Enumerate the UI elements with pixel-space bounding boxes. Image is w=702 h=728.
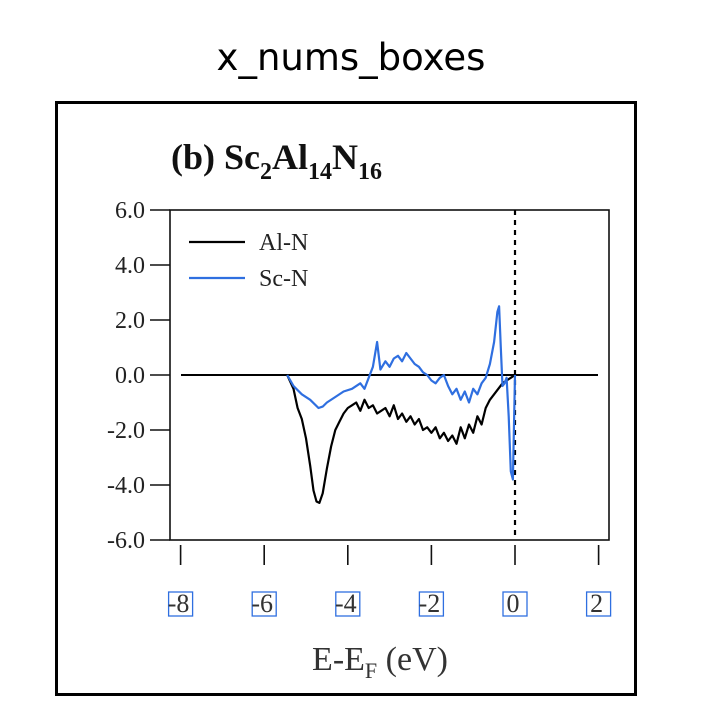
x-tick-label-box xyxy=(502,591,528,617)
legend-label-sc-n: Sc-N xyxy=(259,266,308,292)
y-tick-label: 4.0 xyxy=(115,253,145,279)
x-axis-label: E-EF (eV) xyxy=(312,641,448,683)
x-axis: -8 -6 -4 -2 0 2 xyxy=(167,545,612,618)
legend: Al-N Sc-N xyxy=(189,230,308,292)
x-tick-label: -8 xyxy=(168,589,190,618)
y-tick-label: -2.0 xyxy=(107,418,145,444)
series-al-n-line xyxy=(286,374,516,504)
y-tick-label: 2.0 xyxy=(115,308,145,334)
x-tick-label: 2 xyxy=(590,589,603,618)
x-tick-label: 0 xyxy=(507,589,520,618)
x-tick-label-box xyxy=(585,591,612,617)
y-tick-label: 6.0 xyxy=(115,198,145,224)
x-tick-label-box xyxy=(335,591,361,617)
x-tick-label: -6 xyxy=(251,589,273,618)
legend-label-al-n: Al-N xyxy=(259,230,308,256)
x-tick-label: -2 xyxy=(419,589,441,618)
x-tick-label-box xyxy=(251,591,277,617)
y-tick-label: 0.0 xyxy=(115,363,145,389)
y-tick-label: -4.0 xyxy=(107,473,145,499)
x-tick-label-box xyxy=(167,591,194,617)
x-tick-label-box xyxy=(418,591,445,617)
y-axis: 6.0 4.0 2.0 0.0 -2.0 -4.0 -6.0 xyxy=(107,198,170,554)
page-title: x_nums_boxes xyxy=(216,36,486,79)
dos-chart: (b) Sc2Al14N16 Al-N Sc-N 6.0 4.0 2.0 0.0 -2.… xyxy=(107,137,612,683)
chart-title: (b) Sc2Al14N16 xyxy=(171,137,382,185)
x-tick-label: -4 xyxy=(335,589,357,618)
series-sc-n-line xyxy=(286,305,517,481)
chart-frame: (b) Sc2Al14N16 Al-N Sc-N 6.0 4.0 2.0 0.0 -2.… xyxy=(55,101,637,696)
y-tick-label: -6.0 xyxy=(107,528,145,554)
